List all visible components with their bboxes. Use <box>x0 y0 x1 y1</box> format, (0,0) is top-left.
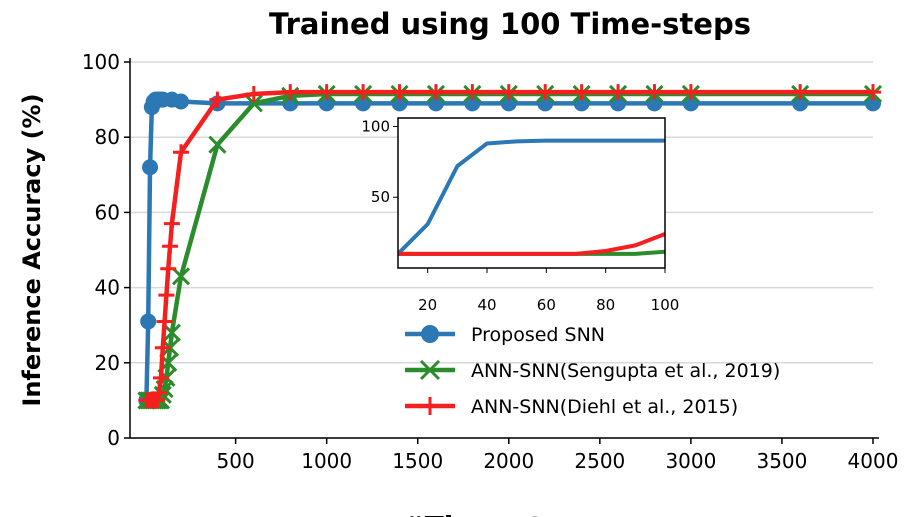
inset-x-tick-label: 100 <box>651 296 680 314</box>
x-tick-label: 3500 <box>756 449 807 473</box>
point <box>140 313 157 330</box>
point <box>391 84 408 101</box>
point <box>171 267 191 286</box>
point <box>537 84 554 101</box>
inset-x-tick-label: 20 <box>418 296 437 314</box>
point <box>152 369 169 386</box>
x-tick-label: 1000 <box>301 449 352 473</box>
legend-marker <box>421 397 439 415</box>
x-tick-label: 500 <box>217 449 255 473</box>
point <box>792 84 809 101</box>
point <box>151 384 168 401</box>
point <box>245 85 262 102</box>
chart-title: Trained using 100 Time-steps <box>269 7 751 41</box>
point <box>464 84 481 101</box>
legend-label: ANN-SNN(Diehl et al., 2015) <box>471 396 738 418</box>
x-tick-label: 2500 <box>574 449 625 473</box>
y-tick-label: 80 <box>95 125 120 149</box>
point <box>244 94 263 113</box>
y-tick-label: 40 <box>95 276 120 300</box>
point <box>573 84 590 101</box>
x-axis-label: #Time-steps <box>401 510 599 517</box>
point <box>154 339 171 356</box>
inset-x-tick-label: 60 <box>537 296 556 314</box>
point <box>158 287 175 304</box>
legend-marker <box>419 359 441 381</box>
point <box>646 84 663 101</box>
y-tick-label: 20 <box>95 351 120 375</box>
x-tick-label: 1500 <box>392 449 443 473</box>
y-tick-label: 0 <box>107 426 120 450</box>
point <box>162 238 179 255</box>
point <box>682 84 699 101</box>
point <box>162 323 181 342</box>
point <box>172 144 189 161</box>
series-line <box>398 138 665 256</box>
point <box>160 260 177 277</box>
inset-plot <box>398 138 665 256</box>
series-line <box>398 232 665 256</box>
x-tick-label: 2000 <box>483 449 534 473</box>
point <box>156 313 173 330</box>
point <box>355 84 372 101</box>
legend-marker <box>421 325 439 343</box>
point <box>427 84 444 101</box>
point <box>209 91 226 108</box>
inset-y-tick-label: 50 <box>371 188 390 206</box>
y-axis-label: Inference Accuracy (%) <box>18 93 46 406</box>
x-tick-label: 4000 <box>848 449 899 473</box>
point <box>500 84 517 101</box>
legend-label: Proposed SNN <box>471 324 605 346</box>
point <box>282 84 299 101</box>
point <box>318 84 335 101</box>
point <box>610 84 627 101</box>
x-tick-label: 3000 <box>665 449 716 473</box>
y-tick-label: 100 <box>82 50 120 74</box>
point <box>149 392 166 409</box>
y-tick-label: 60 <box>95 200 120 224</box>
point <box>142 159 159 176</box>
point <box>172 93 189 110</box>
point <box>163 215 180 232</box>
point <box>865 84 881 101</box>
inset-y-tick-label: 100 <box>361 117 390 135</box>
inset-frame <box>397 117 666 269</box>
inset-x-tick-label: 80 <box>596 296 615 314</box>
inset-x-tick-label: 40 <box>477 296 496 314</box>
point <box>208 135 227 154</box>
legend-label: ANN-SNN(Sengupta et al., 2019) <box>471 360 780 382</box>
